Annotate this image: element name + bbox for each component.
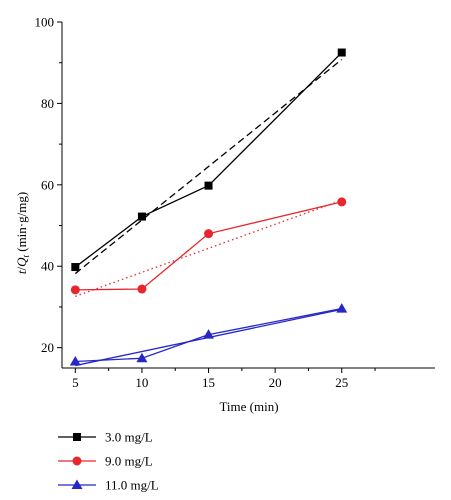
fit-line	[74, 58, 343, 275]
data-point	[137, 284, 147, 294]
data-point	[136, 352, 148, 363]
series-2	[70, 197, 347, 297]
y-tick-label: 80	[41, 96, 54, 111]
fit-line	[75, 199, 342, 297]
legend-marker	[73, 433, 81, 441]
y-axis-label: t/Qt (min·g/mg)	[14, 192, 31, 274]
plot-layer: 5 10 15 20 25 20 40 60 80 100	[35, 15, 435, 390]
series-1	[71, 48, 346, 275]
x-tick-label: 5	[72, 375, 79, 390]
legend-label: 9.0 mg/L	[105, 454, 153, 469]
legend: 3.0 mg/L 9.0 mg/L 11.0 mg/L	[58, 430, 159, 493]
y-tick-label: 60	[41, 177, 54, 192]
legend-entry: 9.0 mg/L	[58, 454, 153, 469]
y-tick-label: 40	[41, 259, 54, 274]
data-point	[69, 355, 81, 366]
data-point	[204, 229, 214, 239]
series-line	[75, 307, 342, 363]
series-3	[69, 303, 348, 367]
y-tick-label: 20	[41, 340, 54, 355]
data-point	[71, 263, 80, 272]
data-point	[70, 285, 80, 295]
legend-marker	[71, 479, 83, 489]
series-line	[74, 52, 343, 268]
legend-label: 11.0 mg/L	[105, 478, 159, 493]
legend-marker	[72, 456, 82, 466]
data-point	[203, 329, 215, 339]
x-tick-label: 25	[335, 375, 348, 390]
series-line	[75, 201, 342, 291]
legend-label: 3.0 mg/L	[105, 430, 153, 445]
legend-entry: 3.0 mg/L	[58, 430, 153, 445]
data-point	[337, 197, 347, 207]
x-tick-label: 10	[135, 375, 148, 390]
x-axis-label: Time (min)	[219, 399, 278, 414]
data-point	[337, 48, 346, 57]
x-tick-label: 15	[202, 375, 215, 390]
legend-entry: 11.0 mg/L	[58, 478, 159, 493]
x-tick-label: 20	[269, 375, 282, 390]
data-point	[137, 212, 146, 221]
data-point	[204, 181, 213, 190]
data-point	[336, 303, 348, 313]
y-tick-label: 100	[35, 15, 55, 30]
